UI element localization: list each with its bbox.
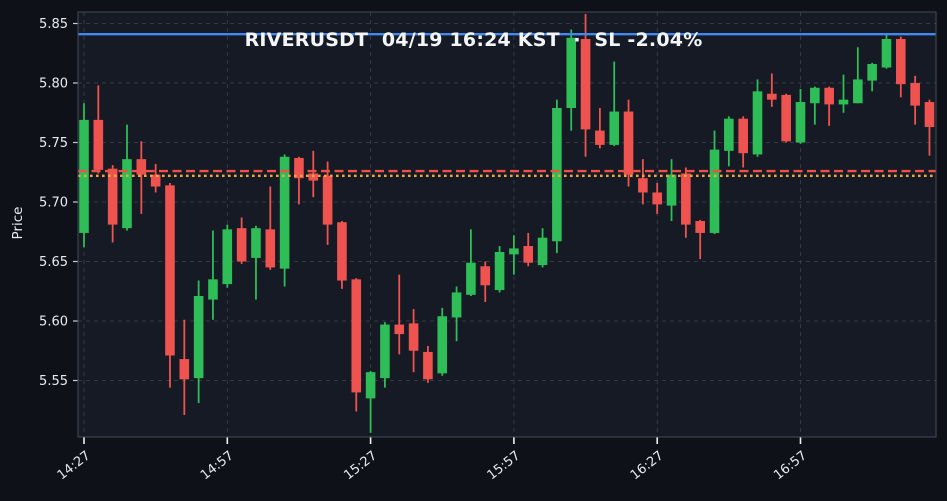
candle-body-up	[222, 229, 233, 285]
candle-body-up	[251, 228, 261, 258]
x-tick-label: 14:27	[55, 448, 94, 483]
candle-body-up	[666, 174, 677, 206]
candle-body-down	[351, 279, 362, 393]
candle-body-up	[122, 159, 132, 229]
y-tick-label: 5.75	[39, 136, 68, 151]
candle-body-down	[595, 130, 605, 145]
candle-body-up	[795, 102, 806, 143]
candle-body-up	[724, 118, 734, 151]
candle-body-down	[623, 111, 634, 175]
candle-body-up	[838, 99, 849, 105]
candle-body-up	[494, 251, 505, 291]
x-tick-label: 16:57	[771, 448, 810, 483]
y-tick-label: 5.65	[39, 255, 68, 270]
candle-body-down	[294, 157, 304, 179]
candle-body-down	[896, 38, 906, 85]
candle-body-up	[552, 107, 562, 242]
candle-body-down	[150, 174, 161, 187]
candle-body-down	[652, 192, 662, 205]
y-tick-label: 5.85	[39, 17, 68, 32]
candle-body-up	[437, 316, 448, 374]
candle-body-down	[738, 118, 748, 154]
candle-body-down	[322, 175, 333, 225]
candle-body-up	[466, 262, 476, 295]
candle-body-up	[208, 279, 218, 300]
candle-body-down	[337, 222, 347, 281]
y-axis-title: Price	[10, 206, 26, 240]
candle-body-up	[509, 248, 519, 255]
x-tick-label: 15:57	[485, 448, 524, 483]
candle-body-up	[752, 91, 763, 155]
candle-body-down	[924, 102, 935, 128]
candle-body-down	[638, 178, 648, 193]
candle-body-down	[681, 173, 691, 225]
candle-body-up	[451, 292, 462, 318]
x-tick-label: 15:27	[341, 448, 380, 483]
candle-body-down	[165, 185, 175, 356]
candle-body-down	[408, 323, 419, 351]
candle-body-up	[566, 37, 577, 108]
candle-body-up	[709, 149, 720, 233]
candle-body-down	[910, 83, 920, 106]
candle-body-down	[781, 94, 791, 142]
candle-body-down	[107, 168, 118, 225]
candle-body-down	[580, 38, 591, 130]
candle-body-down	[93, 119, 104, 170]
plot-area	[78, 12, 936, 437]
candle-body-down	[179, 359, 190, 380]
candle-body-up	[380, 324, 390, 379]
y-tick-label: 5.55	[39, 374, 68, 389]
y-tick-label: 5.60	[39, 315, 68, 330]
candle-body-up	[537, 237, 548, 266]
candle-body-down	[236, 228, 247, 262]
candle-body-down	[394, 324, 405, 335]
candle-body-down	[523, 246, 534, 263]
candle-body-down	[265, 229, 276, 268]
candle-body-down	[695, 221, 705, 233]
y-tick-label: 5.80	[39, 77, 68, 92]
candle-body-up	[365, 372, 376, 399]
candle-body-up	[867, 63, 877, 81]
x-tick-label: 16:27	[628, 448, 667, 483]
plot-border	[77, 11, 937, 438]
candle-body-down	[824, 87, 834, 105]
candle-body-up	[881, 38, 892, 68]
candle-body-down	[136, 159, 147, 175]
x-tick-label: 14:57	[198, 448, 237, 483]
y-tick-label: 5.70	[39, 196, 68, 211]
candle-body-down	[423, 351, 433, 380]
candle-body-down	[767, 93, 777, 100]
candle-body-up	[810, 87, 820, 104]
candle-body-down	[480, 266, 491, 286]
candle-body-up	[193, 296, 204, 379]
candle-body-up	[279, 156, 290, 269]
candle-body-up	[609, 111, 620, 145]
candle-body-up	[853, 79, 863, 104]
